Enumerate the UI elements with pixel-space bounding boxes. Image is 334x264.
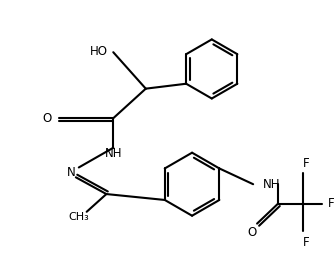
Text: F: F: [303, 236, 310, 249]
Text: O: O: [247, 226, 257, 239]
Text: CH₃: CH₃: [68, 212, 89, 222]
Text: O: O: [43, 112, 52, 125]
Text: N: N: [66, 166, 75, 179]
Text: NH: NH: [263, 178, 281, 191]
Text: F: F: [303, 157, 310, 170]
Text: HO: HO: [90, 45, 108, 58]
Text: F: F: [328, 197, 334, 210]
Text: NH: NH: [105, 147, 122, 160]
